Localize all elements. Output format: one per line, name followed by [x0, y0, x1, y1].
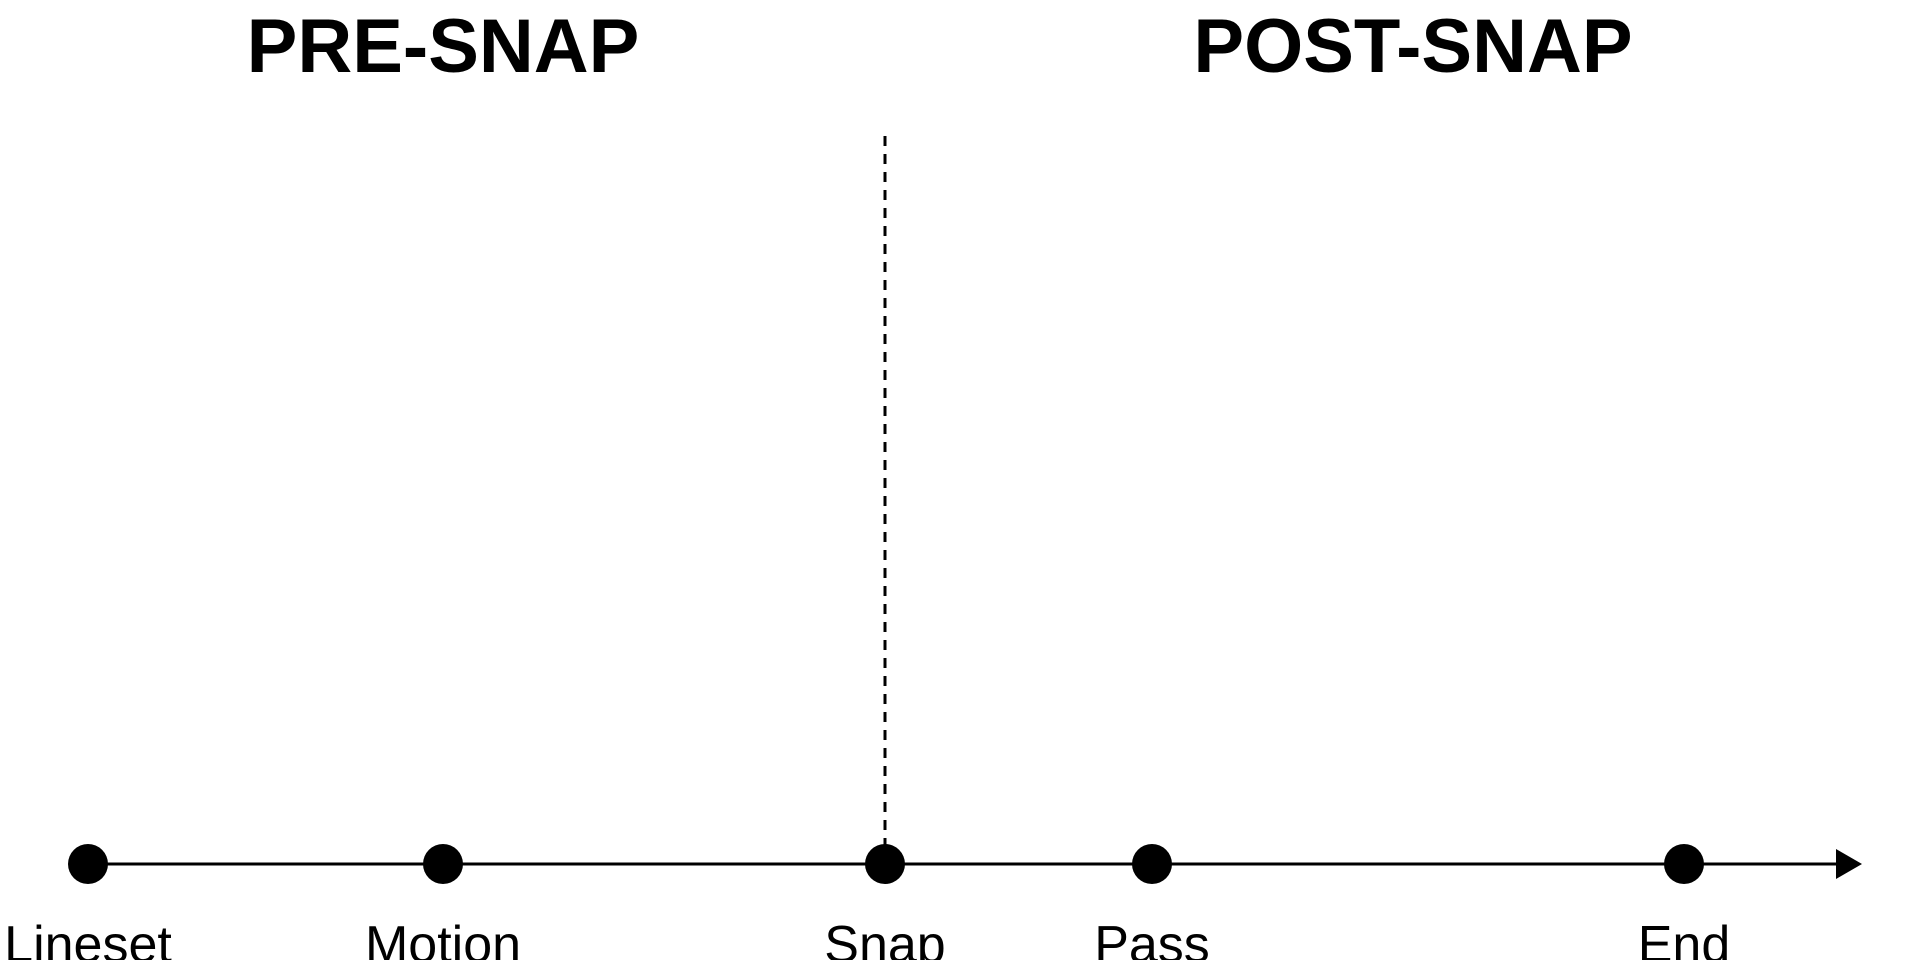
event-pass: Pass — [1094, 844, 1210, 960]
event-label-lineset: Lineset — [4, 916, 172, 960]
post-snap-title: POST-SNAP — [1193, 4, 1632, 89]
event-label-motion: Motion — [365, 916, 521, 960]
event-marker-end — [1664, 844, 1704, 884]
event-marker-snap — [865, 844, 905, 884]
event-label-pass: Pass — [1094, 916, 1210, 960]
pre-snap-title: PRE-SNAP — [247, 4, 640, 89]
event-lineset: Lineset — [4, 844, 172, 960]
event-end: End — [1638, 844, 1731, 960]
event-motion: Motion — [365, 844, 521, 960]
event-marker-pass — [1132, 844, 1172, 884]
event-marker-motion — [423, 844, 463, 884]
event-label-end: End — [1638, 916, 1731, 960]
event-snap: Snap — [824, 844, 946, 960]
event-marker-lineset — [68, 844, 108, 884]
timeline-arrowhead — [1836, 849, 1862, 879]
event-label-snap: Snap — [824, 916, 945, 960]
